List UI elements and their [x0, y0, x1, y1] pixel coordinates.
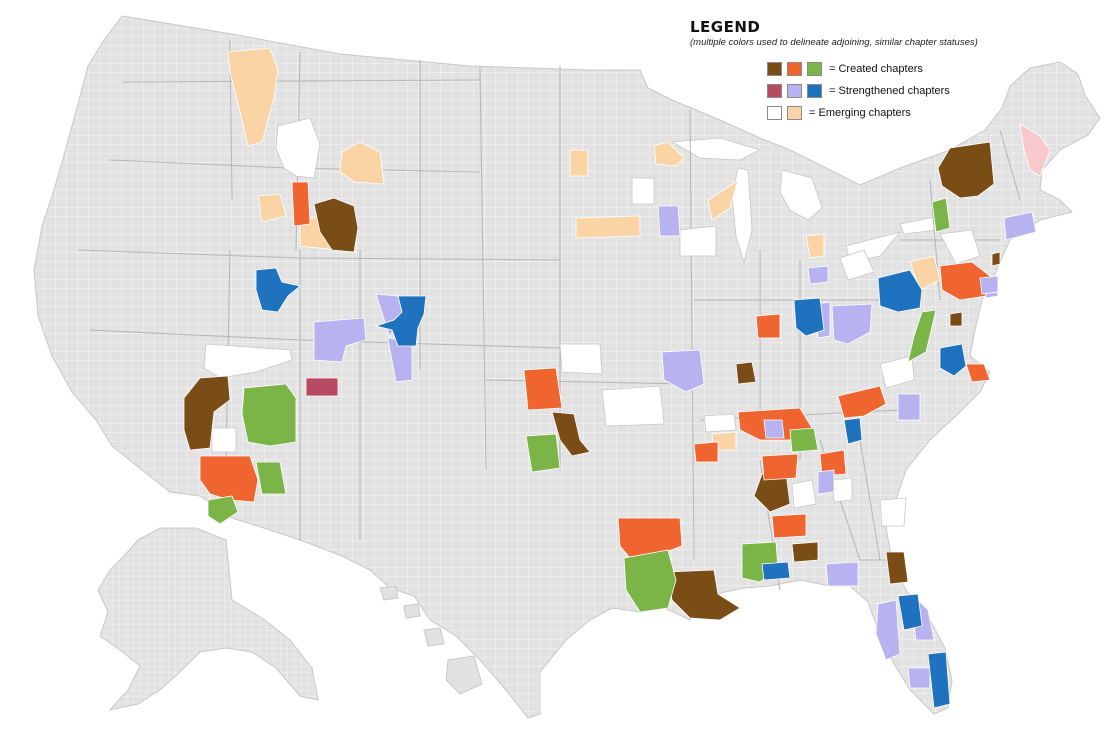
region-alabama-created-orange[interactable] [761, 453, 799, 481]
region-kansas-created-orange[interactable] [523, 367, 563, 411]
region-louisiana-created-brown[interactable] [667, 569, 741, 621]
region-nc-strengthened-blue[interactable] [843, 417, 863, 445]
region-florida-south-strengthened-blue[interactable] [927, 651, 951, 709]
region-central-montana-emerging[interactable] [339, 141, 385, 185]
region-ohio-emerging-white[interactable] [839, 249, 875, 281]
region-oklahoma-created-brown[interactable] [551, 411, 591, 457]
region-virginia-created-orange[interactable] [837, 385, 887, 419]
swatch-strengthened-2 [787, 84, 802, 98]
alaska-landmass [97, 527, 319, 711]
legend-label-emerging: = Emerging chapters [809, 107, 911, 119]
region-vermont-created-brown[interactable] [937, 141, 995, 199]
region-florida-south-strengthened[interactable] [907, 667, 931, 689]
region-florida-created-brown[interactable] [885, 551, 909, 585]
region-arizona-east-created-green[interactable] [255, 461, 287, 495]
region-nevada-emerging-white[interactable] [203, 343, 293, 379]
swatch-created-3 [807, 62, 822, 76]
region-tennessee-created-green[interactable] [789, 427, 819, 453]
region-georgia-strengthened[interactable] [817, 469, 835, 495]
legend-title: LEGEND [690, 18, 761, 36]
region-ny-created-green[interactable] [931, 197, 951, 233]
region-georgia-created-brown[interactable] [791, 541, 819, 563]
region-maine-emerging[interactable] [1019, 123, 1051, 177]
region-maryland-created-brown[interactable] [949, 311, 963, 327]
region-florida-strengthened[interactable] [825, 561, 859, 587]
region-florida-strengthened-blue[interactable] [897, 593, 923, 631]
region-georgia-emerging-white[interactable] [791, 479, 817, 509]
legend-subtitle: (multiple colors used to delineate adjoi… [690, 37, 978, 48]
region-iowa-emerging-white[interactable] [679, 225, 717, 257]
region-utah-strengthened-lavender[interactable] [313, 317, 367, 363]
region-idaho-montana-emerging[interactable] [227, 47, 279, 147]
region-upper-michigan-emerging[interactable] [707, 179, 739, 221]
region-colorado-strengthened[interactable] [305, 377, 339, 397]
hawaii-islands [379, 585, 483, 695]
legend-row-created: = Created chapters [767, 58, 1090, 80]
region-georgia-created-orange[interactable] [771, 513, 807, 539]
swatch-strengthened-1 [767, 84, 782, 98]
region-western-montana-emerging-white[interactable] [275, 117, 321, 179]
region-missouri-strengthened[interactable] [661, 349, 705, 393]
region-michigan-emerging[interactable] [805, 233, 825, 259]
legend-row-emerging: = Emerging chapters [767, 102, 1090, 124]
region-ohio-strengthened[interactable] [831, 303, 873, 345]
legend-row-strengthened: = Strengthened chapters [767, 80, 1090, 102]
region-minnesota-emerging-white[interactable] [631, 177, 655, 205]
swatch-created-1 [767, 62, 782, 76]
region-dc-created-orange[interactable] [965, 363, 991, 383]
region-arizona-created-orange[interactable] [199, 455, 259, 503]
region-tennessee-created-orange[interactable] [693, 441, 719, 463]
region-nj-created-brown[interactable] [991, 251, 1001, 267]
region-colorado-strengthened-blue[interactable] [374, 295, 427, 347]
region-nevada-created-brown[interactable] [183, 375, 231, 451]
region-sc-emerging-white[interactable] [831, 477, 853, 503]
region-eastern-idaho-emerging[interactable] [257, 193, 287, 223]
region-oklahoma-created-green[interactable] [525, 433, 561, 473]
region-nebraska-emerging-white[interactable] [559, 343, 603, 375]
swatch-emerging-2 [787, 106, 802, 120]
region-louisiana-created-green[interactable] [623, 549, 677, 613]
region-north-dakota-emerging[interactable] [569, 149, 589, 177]
region-nc-strengthened[interactable] [897, 393, 921, 421]
region-florida-west-strengthened[interactable] [875, 599, 901, 661]
region-arizona-south-created-green[interactable] [207, 495, 239, 525]
region-massachusetts-strengthened[interactable] [1003, 211, 1037, 241]
legend-label-created: = Created chapters [829, 63, 923, 75]
region-indiana-strengthened-blue[interactable] [793, 297, 825, 337]
region-nc-created-orange[interactable] [819, 449, 847, 477]
legend-label-strengthened: = Strengthened chapters [829, 85, 950, 97]
region-missouri-created-brown[interactable] [735, 361, 757, 385]
great-lakes [670, 137, 941, 264]
region-arizona-created-green[interactable] [241, 383, 297, 447]
swatch-strengthened-3 [807, 84, 822, 98]
region-arizona-emerging-white[interactable] [211, 427, 237, 453]
region-michigan-strengthened[interactable] [807, 265, 829, 285]
region-tennessee-emerging-white[interactable] [703, 413, 737, 433]
region-new-york-emerging-white[interactable] [939, 229, 981, 265]
region-tennessee-strengthened[interactable] [763, 419, 785, 439]
region-virginia-strengthened-blue[interactable] [939, 343, 967, 377]
region-wisconsin-strengthened[interactable] [657, 205, 681, 237]
region-wyoming-created-brown[interactable] [313, 197, 359, 253]
region-carolina-emerging-white[interactable] [879, 497, 907, 527]
map-legend: LEGEND (multiple colors used to delineat… [690, 18, 1090, 124]
region-illinois-created-orange[interactable] [755, 313, 781, 339]
region-va-strengthened[interactable] [979, 275, 999, 295]
region-pennsylvania-strengthened-blue[interactable] [877, 269, 923, 313]
swatch-created-2 [787, 62, 802, 76]
swatch-emerging-1 [767, 106, 782, 120]
legend-rows: = Created chapters = Strengthened chapte… [767, 58, 1090, 124]
region-alabama-strengthened-blue[interactable] [761, 561, 791, 581]
region-nevada-strengthened-blue[interactable] [255, 267, 301, 313]
region-montana-created-orange[interactable] [291, 181, 311, 227]
region-minnesota-emerging[interactable] [653, 141, 685, 167]
region-kansas-emerging-white[interactable] [601, 385, 665, 427]
region-va-created-green[interactable] [907, 309, 937, 363]
region-south-dakota-emerging[interactable] [575, 215, 641, 239]
region-kentucky-emerging-white[interactable] [879, 355, 915, 389]
